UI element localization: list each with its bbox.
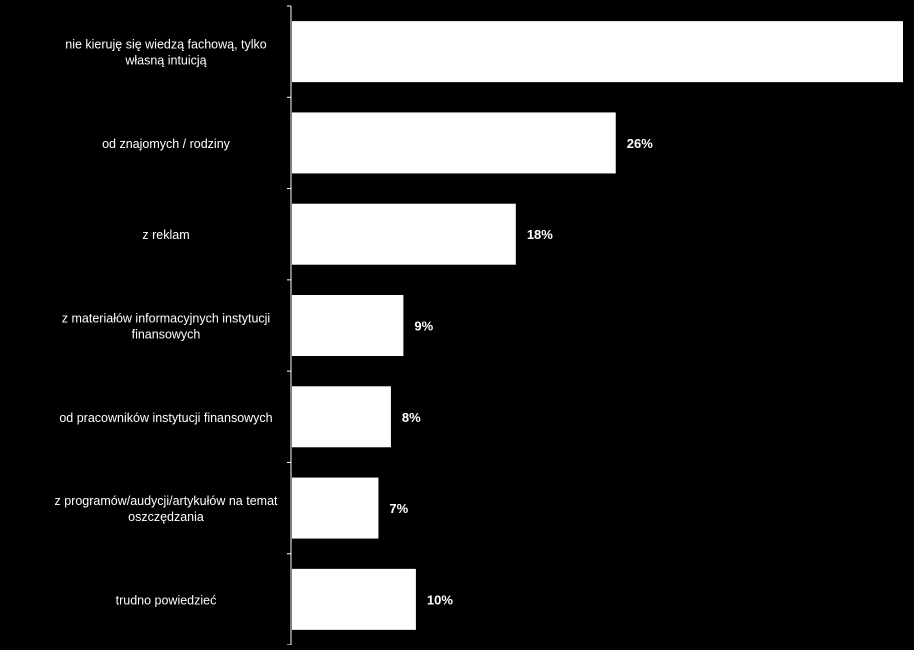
bar xyxy=(292,386,391,447)
category-label-line: oszczędzania xyxy=(128,510,204,524)
data-label: 18% xyxy=(527,227,553,242)
category-label-line: z reklam xyxy=(142,228,189,242)
category-label-line: finansowych xyxy=(132,328,201,342)
data-label: 26% xyxy=(627,136,653,151)
bar xyxy=(292,112,616,173)
bar xyxy=(292,569,416,630)
data-label: 10% xyxy=(427,592,453,607)
bar xyxy=(292,204,516,265)
category-label: z reklam xyxy=(142,228,189,242)
category-label-line: od znajomych / rodziny xyxy=(102,137,231,151)
data-label: 7% xyxy=(389,501,408,516)
data-label: 9% xyxy=(414,319,433,334)
data-label: 8% xyxy=(402,410,421,425)
category-label-line: z materiałów informacyjnych instytucji xyxy=(62,312,270,326)
category-label: od pracowników instytucji finansowych xyxy=(59,411,272,425)
category-label: trudno powiedzieć xyxy=(116,593,217,607)
category-label-line: z programów/audycji/artykułów na temat xyxy=(54,494,278,508)
category-label-line: własną intuicją xyxy=(124,54,206,68)
category-label: od znajomych / rodziny xyxy=(102,137,231,151)
category-label-line: nie kieruję się wiedzą fachową, tylko xyxy=(65,38,267,52)
category-label-line: trudno powiedzieć xyxy=(116,593,217,607)
bar xyxy=(292,295,403,356)
category-label-line: od pracowników instytucji finansowych xyxy=(59,411,272,425)
bar xyxy=(292,21,903,82)
bar xyxy=(292,478,378,539)
